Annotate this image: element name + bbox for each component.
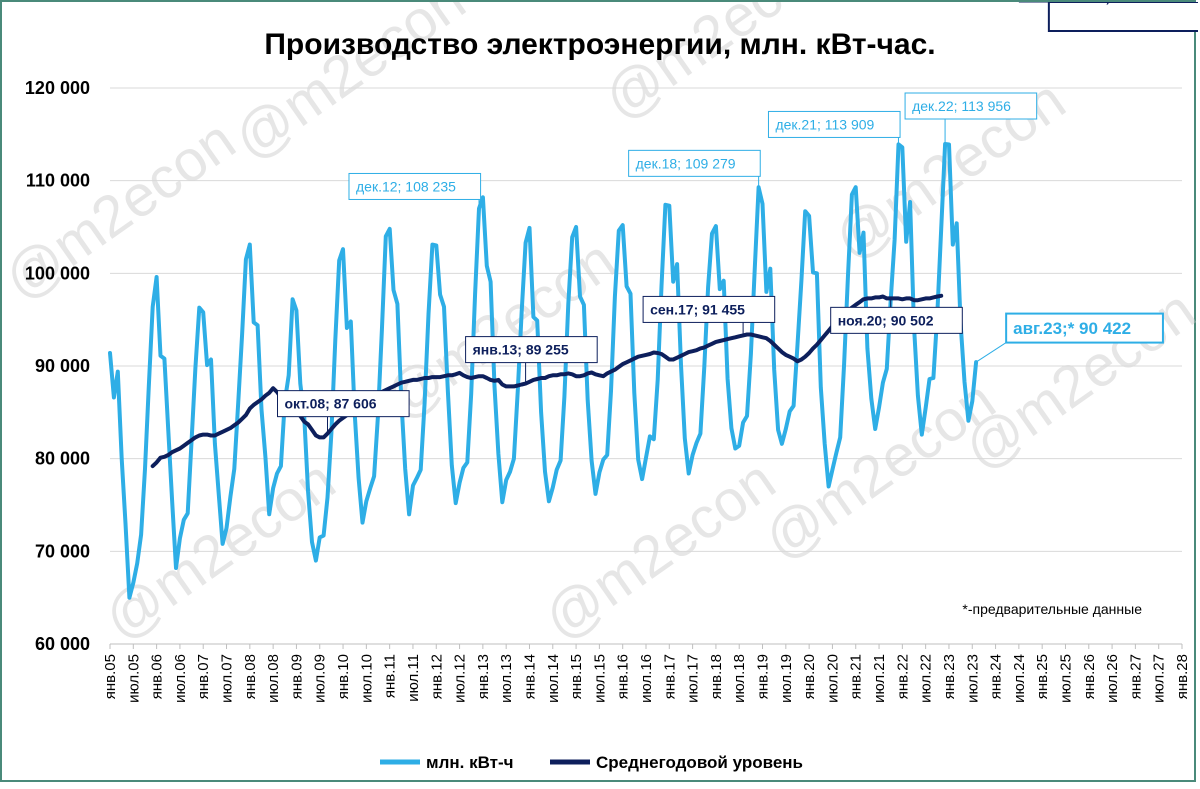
y-tick-label: 60 000 [35, 634, 90, 654]
data-label-box [1005, 312, 1164, 344]
data-label: окт.08; 87 606 [277, 390, 410, 434]
data-label-text: окт.08; 87 606 [285, 396, 377, 412]
x-tick-label: янв.11 [382, 654, 399, 698]
x-tick-label: июл.27 [1151, 654, 1168, 703]
x-tick-label: июл.25 [1057, 654, 1074, 703]
data-label-box [904, 92, 1038, 120]
y-tick-label: 120 000 [25, 78, 90, 98]
x-tick-label: янв.17 [661, 654, 678, 699]
y-tick-label: 70 000 [35, 541, 90, 561]
x-tick-label: янв.08 [242, 654, 259, 699]
data-label: ноя.20; 90 502 [830, 298, 963, 334]
x-tick-label: июл.20 [824, 654, 841, 703]
y-tick-label: 110 000 [26, 171, 90, 191]
x-tick-label: июл.18 [731, 654, 748, 703]
x-tick-label: янв.22 [894, 654, 911, 699]
data-label: дек.18; 109 279 [628, 149, 761, 188]
x-tick-label: июл.26 [1104, 654, 1121, 703]
data-label-text: дек.18; 109 279 [636, 155, 736, 171]
x-tick-label: янв.18 [708, 654, 725, 699]
x-tick-label: янв.05 [102, 654, 119, 699]
data-label: дек.12; 108 235 [348, 172, 482, 209]
data-label-text: сен.17; 91 455 [650, 301, 745, 317]
x-tick-label: июл.14 [545, 654, 562, 703]
data-label: янв.13; 89 255 [465, 336, 598, 384]
x-axis: янв.05 июл.05 янв.06 июл.06 янв.07 июл.07 янв.… [102, 643, 1191, 703]
x-tick-label: янв.14 [521, 654, 538, 699]
x-tick-label: янв.13 [475, 654, 492, 699]
x-tick-label: июл.19 [778, 654, 795, 703]
x-tick-label: июл.24 [1011, 654, 1028, 703]
x-tick-label: июл.17 [685, 654, 702, 703]
x-tick-label: янв.24 [988, 654, 1005, 699]
watermark-text: @m2econ [952, 277, 1198, 482]
x-tick-label: июл.12 [452, 654, 469, 703]
x-tick-label: янв.06 [149, 654, 166, 699]
data-label-box [465, 336, 598, 364]
data-label-text: янв.13; 89 255 [473, 342, 569, 358]
x-tick-label: июл.09 [312, 654, 329, 703]
x-tick-label: июл.11 [405, 654, 422, 702]
x-tick-label: янв.21 [848, 654, 865, 699]
y-tick-label: 90 000 [35, 356, 90, 376]
x-tick-label: июл.05 [125, 654, 142, 703]
x-tick-label: янв.12 [428, 654, 445, 699]
data-label-box [830, 306, 963, 334]
x-tick-label: янв.07 [195, 654, 212, 699]
data-label-box [767, 110, 901, 138]
data-label-text: дек.12; 108 235 [356, 179, 456, 195]
watermark-text: @m2econ [532, 447, 787, 652]
x-tick-label: июл.23 [964, 654, 981, 703]
series-line-monthly [108, 142, 979, 600]
data-label-text: дек.22; 113 956 [912, 98, 1011, 114]
data-label-text: дек.21; 113 909 [775, 116, 874, 132]
legend: млн. кВт-ч Среднегодовой уровень [380, 753, 803, 772]
chart-title: Производство электроэнергии, млн. кВт-ча… [264, 28, 935, 61]
data-label: дек.22; 113 956 [904, 92, 1038, 145]
x-tick-label: янв.25 [1034, 654, 1051, 699]
x-tick-label: янв.15 [568, 654, 585, 699]
data-label-box [348, 172, 482, 200]
x-tick-label: июл.22 [918, 654, 935, 703]
data-label-text: авг.23;* 90 422 [1013, 319, 1131, 338]
x-tick-label: янв.10 [335, 654, 352, 699]
x-tick-label: июл.16 [638, 654, 655, 703]
data-label-box [642, 295, 776, 323]
data-label-box [1047, 1, 1200, 32]
annotations-layer: дек.12; 108 235 дек.18; 109 279 дек.21; 11… [277, 0, 1200, 434]
x-tick-label: янв.09 [288, 654, 305, 699]
data-label-text: ноя.20; 90 502 [838, 312, 934, 328]
data-label-box [277, 390, 410, 418]
data-label: дек.21; 113 909 [767, 110, 901, 145]
x-tick-label: июл.15 [591, 654, 608, 703]
x-tick-label: янв.23 [941, 654, 958, 699]
x-tick-label: янв.26 [1081, 654, 1098, 699]
x-tick-label: июл.13 [498, 654, 515, 703]
data-label: сен.17; 91 455 [642, 295, 776, 336]
data-label-text: авг.23;* 97 579 [1056, 2, 1174, 6]
x-tick-label: июл.10 [358, 654, 375, 703]
data-label-box [628, 149, 761, 177]
x-tick-label: июл.08 [265, 654, 282, 703]
x-tick-label: июл.21 [871, 654, 888, 703]
x-tick-label: янв.20 [801, 654, 818, 699]
x-tick-label: янв.16 [615, 654, 632, 699]
y-axis: 60 000 70 000 80 000 90 000 100 000 110 000 12… [25, 78, 90, 654]
x-tick-label: янв.27 [1127, 654, 1144, 699]
y-tick-label: 100 000 [25, 263, 90, 283]
footnote: *-предварительные данные [962, 601, 1142, 617]
data-label: авг.23;* 97 579 [1018, 0, 1200, 32]
x-tick-label: янв.28 [1174, 654, 1191, 699]
x-tick-label: июл.07 [219, 654, 236, 703]
legend-label-monthly: млн. кВт-ч [426, 753, 514, 772]
y-tick-label: 80 000 [35, 449, 90, 469]
data-label: авг.23;* 90 422 [975, 312, 1164, 363]
x-tick-label: янв.19 [755, 654, 772, 699]
legend-label-average: Среднегодовой уровень [596, 753, 803, 772]
data-label-leader [975, 342, 1007, 363]
x-tick-label: июл.06 [172, 654, 189, 703]
